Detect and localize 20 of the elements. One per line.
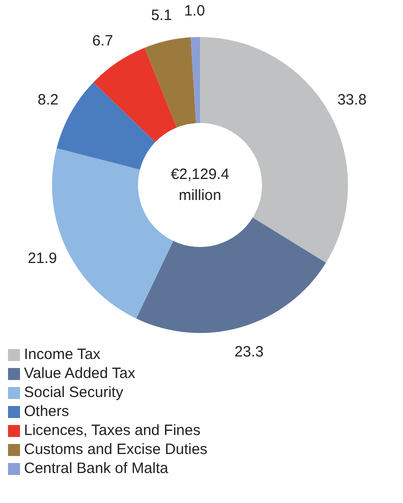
legend-label: Social Security [24, 384, 124, 401]
donut-slice [93, 48, 177, 142]
donut-slice [144, 37, 196, 128]
data-label: 21.9 [28, 250, 57, 268]
data-label: 1.0 [184, 2, 205, 20]
legend-label: Central Bank of Malta [24, 460, 168, 477]
legend-label: Others [24, 403, 70, 420]
text: €2,129.4 million [170, 165, 230, 206]
donut-slice [56, 82, 156, 170]
legend-label: Customs and Excise Duties [24, 441, 208, 458]
donut-slice [136, 218, 326, 333]
data-label: 6.7 [92, 32, 114, 50]
donut-slice [190, 37, 200, 124]
legend-label: Income Tax [24, 346, 100, 363]
data-label: 5.1 [151, 6, 172, 24]
data-label: 33.8 [337, 92, 367, 109]
legend-label: Value Added Tax [24, 365, 136, 382]
data-label: 23.3 [234, 343, 264, 360]
legend-label: Licences, Taxes and Fines [24, 422, 200, 439]
data-label: 8.2 [38, 92, 58, 109]
